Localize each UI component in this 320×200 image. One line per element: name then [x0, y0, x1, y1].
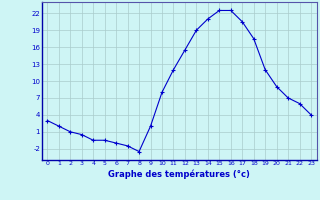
X-axis label: Graphe des températures (°c): Graphe des températures (°c)	[108, 169, 250, 179]
